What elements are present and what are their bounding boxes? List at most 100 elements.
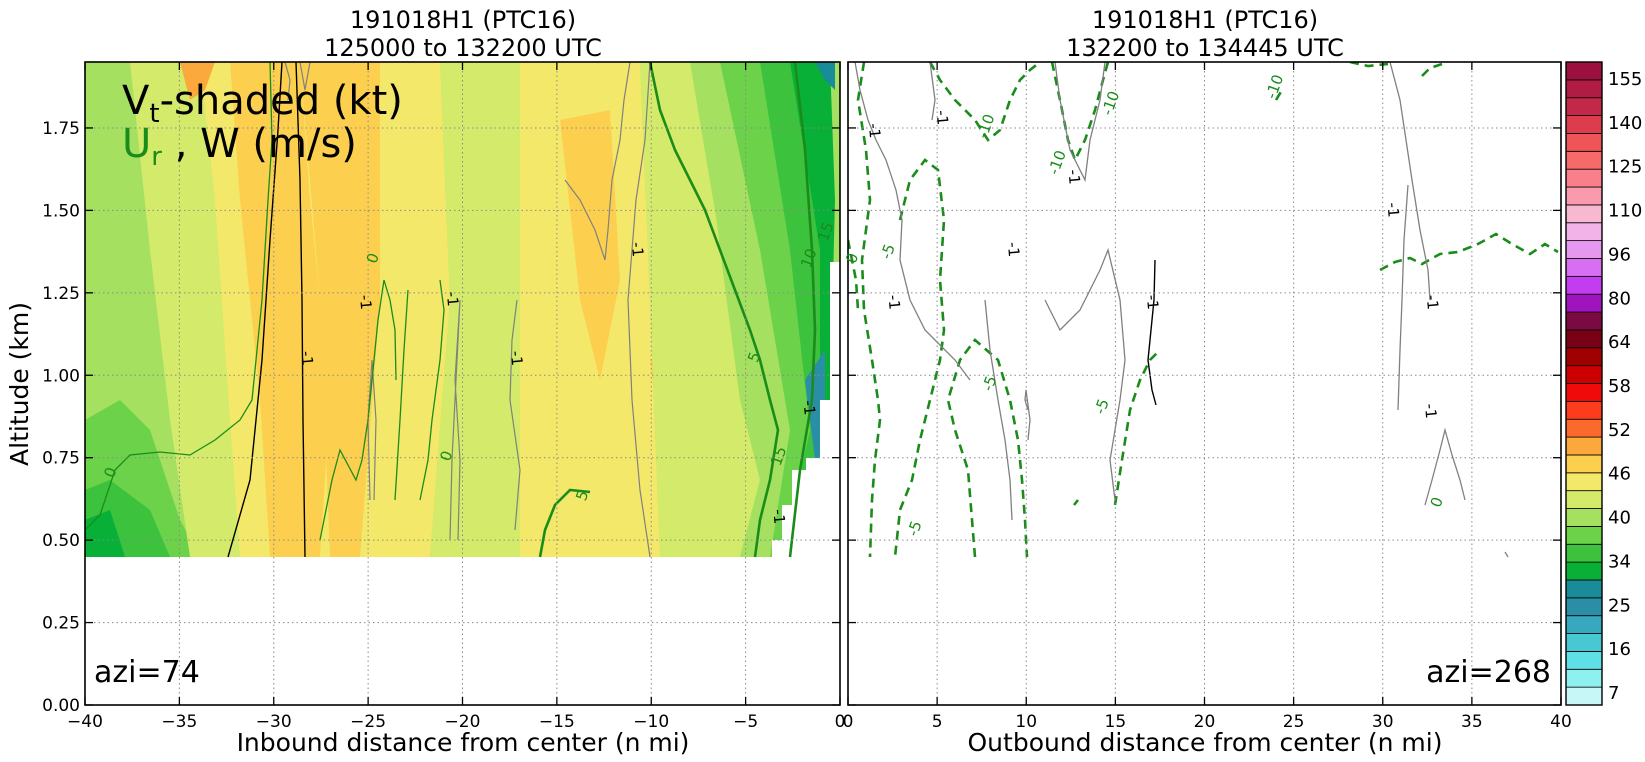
ur-contour-label: -5 [1091,396,1113,416]
ur-dashed-contour [1072,499,1080,506]
colorbar-segment [1565,633,1603,652]
legend-vt-line: Vt-shaded (kt) [122,78,403,129]
w-contour-label: -1 [297,350,316,366]
x-tick-label: 0 [835,712,846,732]
ur-contour-label: 15 [767,444,790,468]
w-contour-line [854,62,971,381]
ur-contour-line-thick [788,62,817,558]
left-title-line1: 191018H1 (PTC16) [350,6,576,34]
ur-dashed-contour [1379,232,1559,272]
legend-ur-line: Ur , W (m/s) [122,121,357,172]
vt-band-green-east-1 [690,62,790,557]
ur-contour-label: 10 [797,246,820,270]
y-tick-label: 1.25 [42,284,80,304]
ur-dashed-contour [946,338,1029,558]
colorbar-segment [1565,508,1603,527]
ur-contour-label: -10 [1262,72,1287,101]
w-contour-line [1044,247,1126,501]
left-ytick-labels: 0.00 0.25 0.50 0.75 1.00 1.25 1.50 1.75 [42,119,80,716]
ur-contour-label: -5 [904,518,926,538]
ur-contour-line [394,289,409,501]
legend-vt-symbol: V [122,78,150,124]
vt-band-orange-2 [300,62,380,557]
colorbar-label: 46 [1608,464,1631,485]
colorbar-label: 110 [1608,201,1642,222]
colorbar-segment [1565,168,1603,188]
ur-contour-line-thick [648,62,780,558]
colorbar-labels: 155 140 125 110 96 80 64 58 52 46 40 34 25 16 7 [1608,69,1642,704]
vt-band-orange-3 [560,110,620,380]
y-axis-label: Altitude (km) [5,302,34,466]
w-contour-line [284,62,291,101]
ur-contour-line-thick [538,488,591,558]
vt-band-green-east-3 [760,62,820,557]
right-ticks [847,62,1562,706]
colorbar-segment [1565,258,1603,277]
w-contour-line [627,62,651,558]
ur-dashed-contour [848,239,860,311]
left-azimuth-label: azi=74 [94,655,200,690]
ur-contour-label: 15 [814,220,837,244]
colorbar-segment [1565,347,1603,367]
right-contour-labels: -1-1-1-1-1 -1-1-1-1-10-10-10-10-5-5-5-500 [842,72,1447,539]
colorbar-label: 140 [1608,113,1642,134]
w-contour-label: -1 [628,241,647,257]
right-panel: 0 5 10 15 20 25 30 35 40 -1 -1 -1 -1 -1 -1 -1 -1 -1 -10 -1… [842,6,1572,757]
vt-band-yellow-2 [360,62,450,557]
colorbar-segment [1565,222,1603,242]
colorbar-label: 125 [1608,157,1642,178]
colorbar-segment [1565,293,1603,313]
w-contour-line [295,62,306,558]
x-tick-label: 40 [1550,712,1572,732]
right-xtick-labels: 0 5 10 15 20 25 30 35 40 [843,712,1572,732]
w-contour-label: -1 [932,109,951,125]
colorbar-segment [1565,543,1603,563]
colorbar-segment [1565,383,1603,402]
colorbar-segment [1565,472,1603,492]
x-tick-label: −35 [161,712,197,732]
right-grid [848,62,1561,705]
ur-dashed-contour [1421,62,1443,77]
colorbar-segment [1565,525,1603,545]
x-tick-label: 30 [1372,712,1394,732]
x-tick-label: 0 [843,712,854,732]
x-tick-label: −20 [445,712,481,732]
ur-contour-line [319,279,397,541]
colorbar-label: 7 [1608,683,1619,704]
colorbar-segment [1565,561,1603,581]
vt-band-orange-peak [180,62,215,100]
colorbar-segment [1565,597,1603,617]
colorbar-label: 52 [1608,420,1631,441]
y-tick-label: 0.75 [42,449,80,469]
colorbar-label: 34 [1608,551,1631,572]
ur-dashed-contour [893,158,946,558]
w-contour-label: -1 [1143,294,1162,310]
vt-band-orange-1 [230,62,330,557]
vt-band-yellowgreen-3 [640,62,760,557]
colorbar-segment [1565,150,1603,170]
ur-contour-label: 0 [842,251,862,266]
x-tick-label: −5 [733,712,758,732]
w-contour-label: -1 [443,291,462,307]
colorbar-segment [1565,436,1603,456]
colorbar-label: 16 [1608,639,1631,660]
left-contours [85,62,817,558]
no-data-mask [772,262,840,557]
legend-ur-symbol: U [122,121,151,167]
legend-ur-subscript: r [151,142,162,172]
x-tick-label: −10 [633,712,669,732]
x-tick-label: 25 [1283,712,1305,732]
colorbar-segment [1565,97,1603,116]
colorbar-segment [1565,115,1603,134]
ur-dashed-contour [1113,349,1161,506]
w-contour-label: -1 [769,508,788,524]
w-contour-line [1147,259,1157,406]
w-contour-line [1024,389,1031,441]
y-tick-label: 0.50 [42,531,80,551]
x-tick-label: −25 [350,712,386,732]
colorbar-segment [1565,651,1603,670]
colorbar-label: 58 [1608,376,1631,397]
colorbar-segment [1565,329,1603,349]
